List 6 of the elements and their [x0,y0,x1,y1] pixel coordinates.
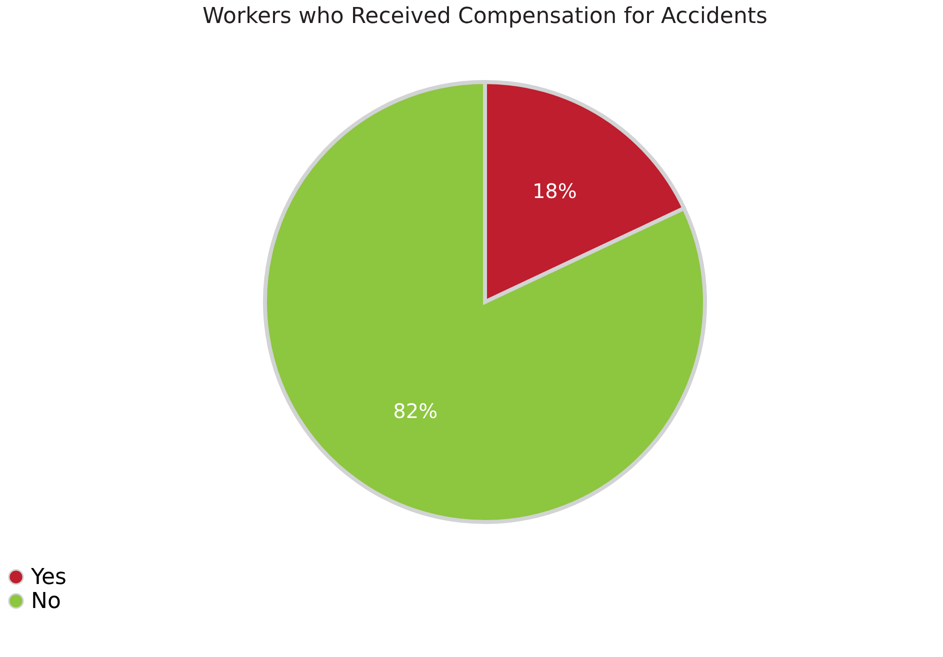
legend-label: Yes [30,565,67,590]
data-label: 82% [393,398,438,423]
pie-slice [263,80,707,524]
legend-label: No [31,589,61,614]
chart-title: Workers who Received Compensation for Accidents [202,4,768,29]
data-label: 18% [532,179,577,204]
